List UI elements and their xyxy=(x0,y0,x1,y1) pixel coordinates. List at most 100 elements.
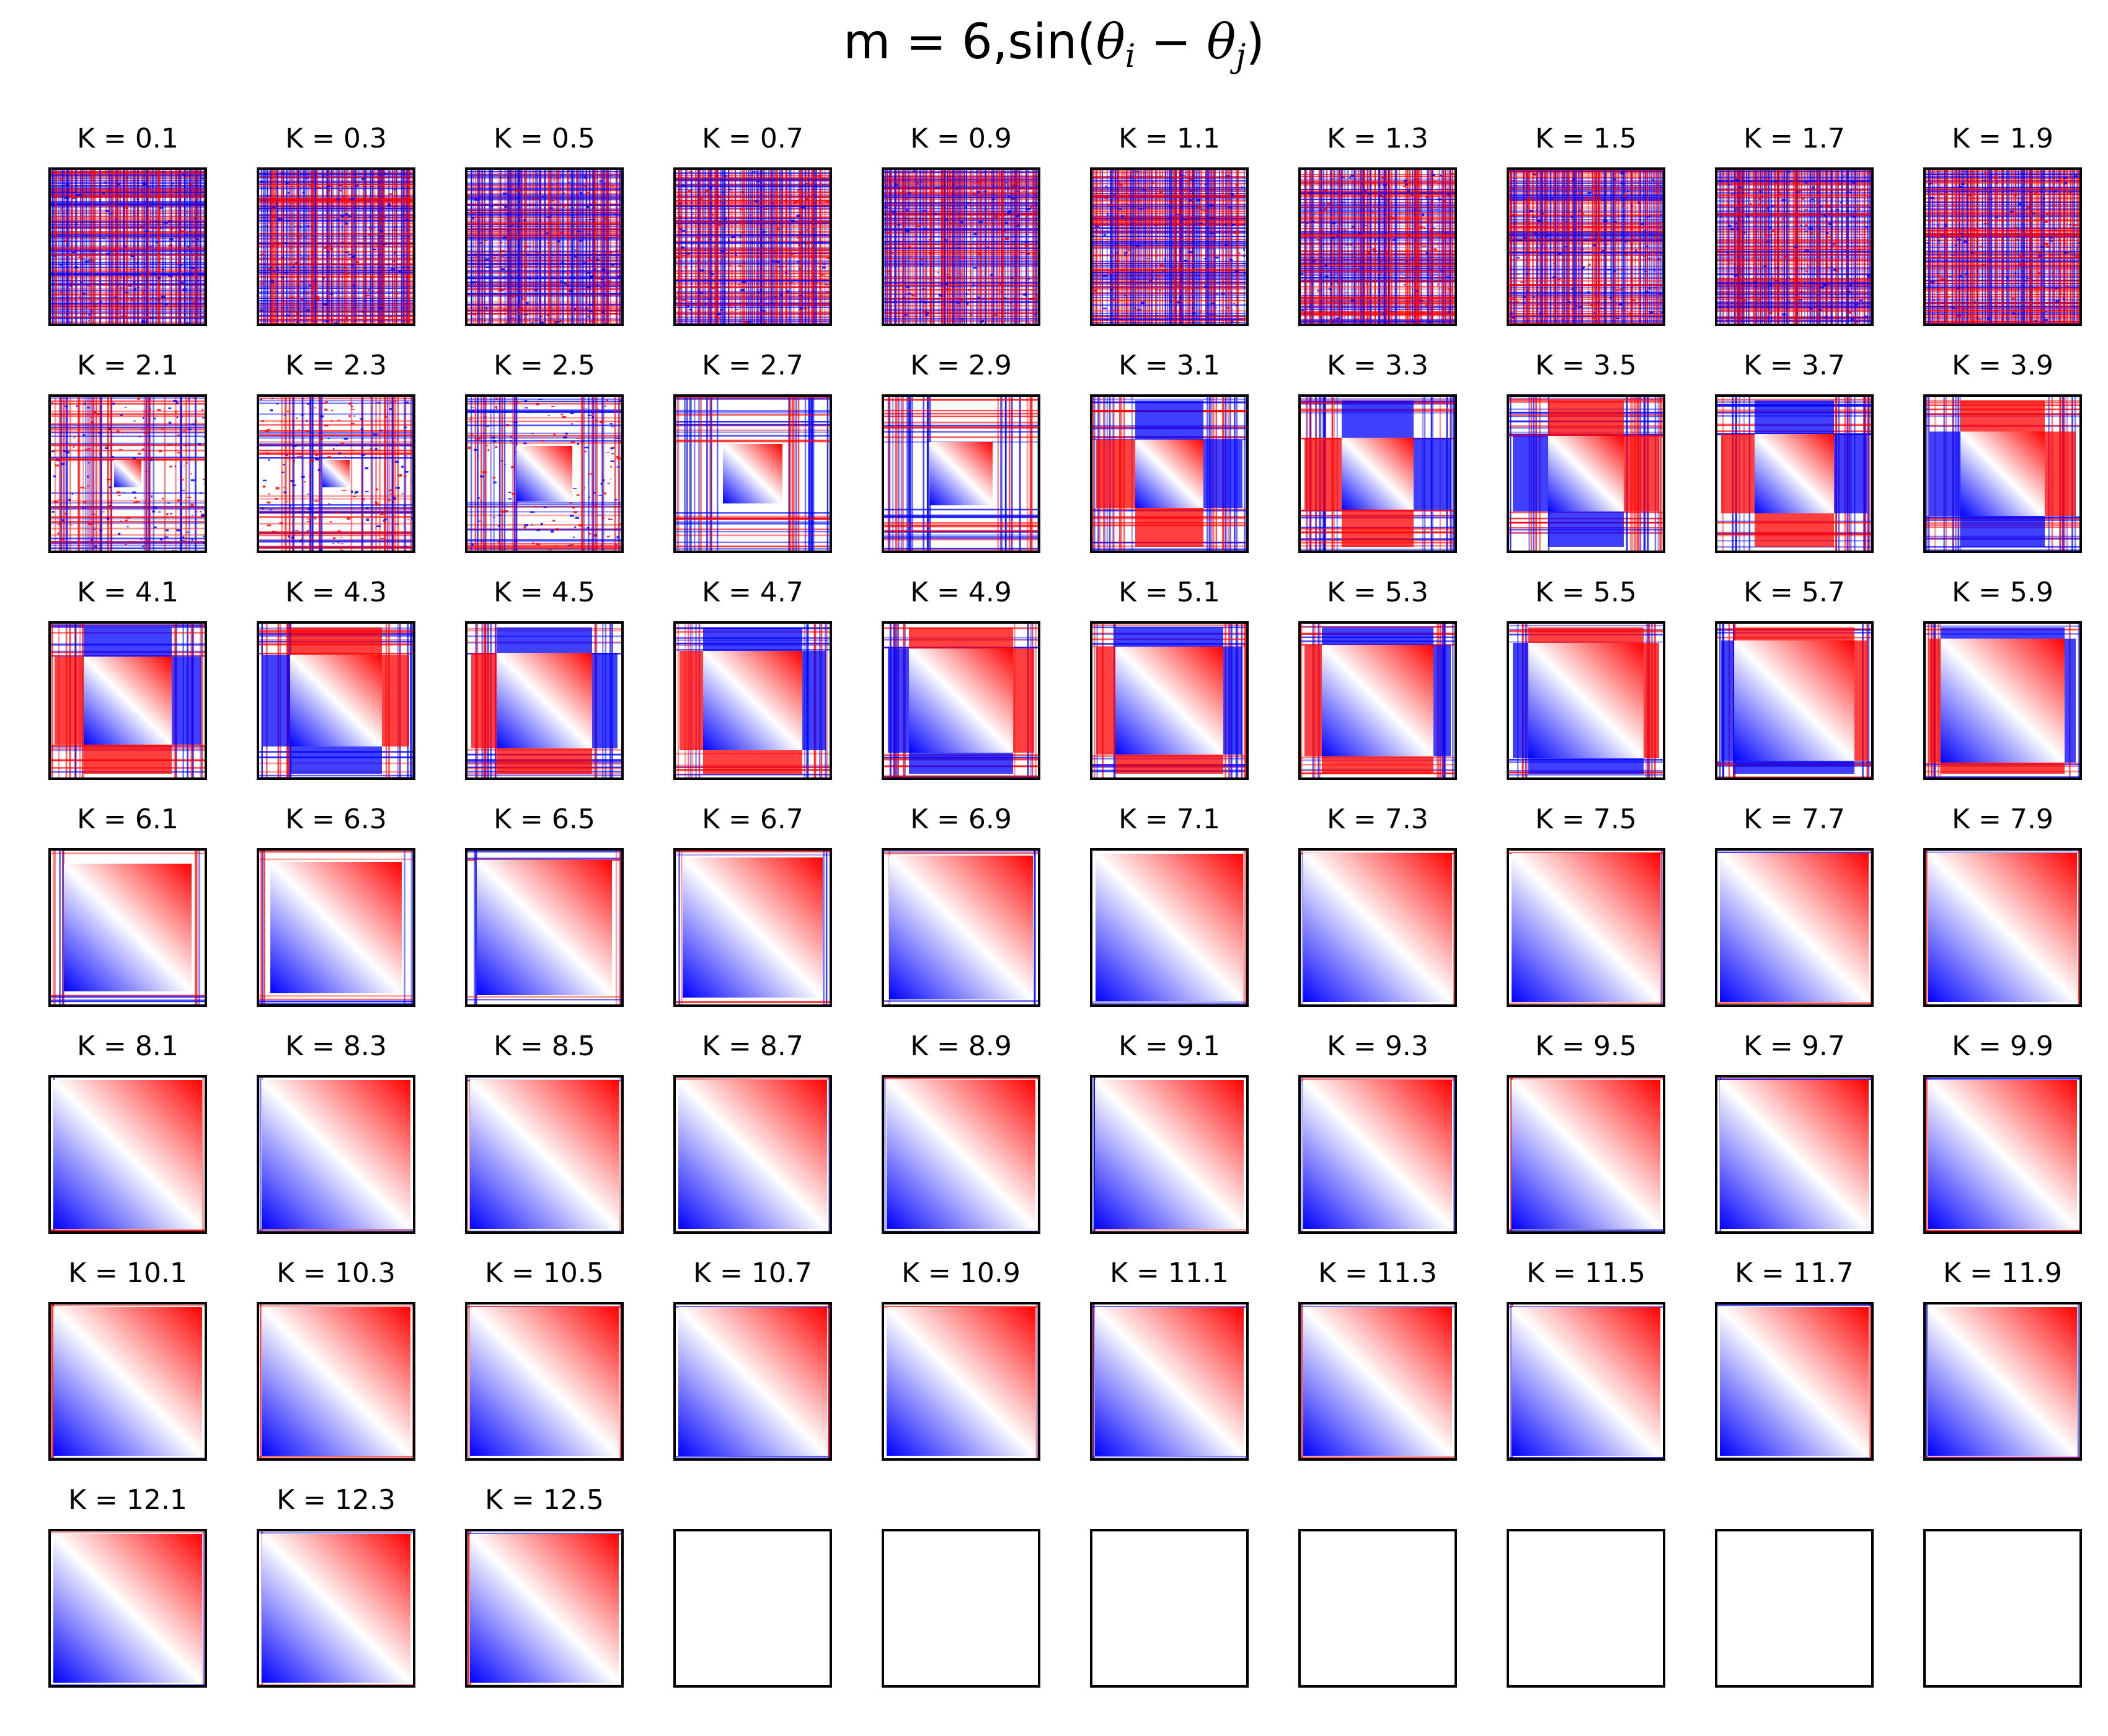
heatmap-speckle xyxy=(1526,199,1529,202)
heatmap-speckle xyxy=(720,250,724,252)
heatmap-row-band xyxy=(259,311,413,312)
heatmap-row-band xyxy=(676,253,830,254)
heatmap-speckle xyxy=(1931,299,1936,301)
heatmap-speckle xyxy=(132,227,134,228)
heatmap-row-band xyxy=(51,522,205,525)
heatmap-speckle xyxy=(1570,216,1573,219)
heatmap-speckle xyxy=(1596,284,1601,286)
heatmap-speckle xyxy=(1614,221,1617,223)
heatmap-speckle xyxy=(763,321,768,323)
heatmap-speckle xyxy=(1541,213,1544,215)
heatmap-speckle xyxy=(1149,278,1151,281)
heatmap-speckle xyxy=(1524,237,1526,239)
heatmap-column-band xyxy=(1391,170,1392,324)
heatmap-speckle xyxy=(805,242,810,245)
heatmap-row-band xyxy=(51,216,205,217)
heatmap-row-band xyxy=(1301,214,1455,216)
heatmap-speckle xyxy=(1644,230,1647,232)
heatmap-column-band xyxy=(1181,170,1183,324)
heatmap-row-band xyxy=(1509,233,1663,234)
heatmap-row-band xyxy=(1926,300,2079,301)
heatmap-column-band xyxy=(529,170,531,324)
heatmap-column-band xyxy=(1198,170,1200,324)
heatmap-column-band xyxy=(371,170,373,324)
heatmap-speckle xyxy=(745,177,748,178)
heatmap-row-band xyxy=(676,260,830,262)
heatmap-column-band xyxy=(964,170,965,324)
heatmap-row-band xyxy=(1717,288,1871,289)
heatmap-column-band xyxy=(1360,170,1361,324)
heatmap-row-band xyxy=(676,202,830,203)
heatmap-row-band xyxy=(51,213,205,214)
heatmap-speckle xyxy=(1155,289,1158,291)
heatmap-column-band xyxy=(950,170,952,324)
heatmap-column-band xyxy=(1326,170,1327,324)
heatmap-speckle xyxy=(1660,252,1663,254)
heatmap-speckle xyxy=(679,216,682,217)
heatmap-row-band xyxy=(884,232,1038,234)
heatmap-column-band xyxy=(1734,170,1736,324)
heatmap-row-band xyxy=(467,283,621,285)
heatmap-row-band xyxy=(51,257,205,259)
heatmap-speckle xyxy=(1011,197,1016,200)
heatmap-speckle xyxy=(978,252,982,255)
heatmap-row-band xyxy=(884,228,1038,230)
heatmap-row-band xyxy=(676,172,830,174)
heatmap-speckle xyxy=(159,450,162,453)
heatmap-speckle xyxy=(1767,207,1769,210)
heatmap-row-band xyxy=(51,194,205,195)
heatmap-speckle xyxy=(1597,196,1600,199)
heatmap-speckle xyxy=(176,416,179,418)
heatmap-column-band xyxy=(1189,170,1190,324)
heatmap-row-band xyxy=(1717,217,1871,218)
heatmap-speckle xyxy=(1865,226,1868,228)
heatmap-speckle xyxy=(515,237,519,239)
heatmap-column-band xyxy=(1375,170,1376,324)
heatmap-row-band xyxy=(1509,231,1663,232)
heatmap-column-band xyxy=(1092,170,1094,324)
heatmap-speckle xyxy=(2054,204,2057,207)
heatmap-speckle xyxy=(1176,285,1179,286)
heatmap-row-band xyxy=(1092,263,1246,264)
heatmap-column-band xyxy=(616,170,618,324)
heatmap-speckle xyxy=(1833,242,1836,246)
heatmap-row-band xyxy=(1926,234,2079,236)
heatmap-row-band xyxy=(884,172,1038,174)
heatmap-row-band xyxy=(1301,266,1455,268)
heatmap-column-band xyxy=(1115,170,1117,324)
heatmap-speckle xyxy=(126,192,129,193)
heatmap-column-band xyxy=(1776,170,1778,324)
heatmap-speckle xyxy=(1552,263,1556,264)
heatmap-row-band xyxy=(1509,291,1663,293)
heatmap-speckle xyxy=(202,409,203,412)
heatmap-row-band xyxy=(884,175,1038,177)
heatmap-speckle xyxy=(1753,281,1758,285)
heatmap-row-band xyxy=(1926,211,2079,213)
heatmap-speckle xyxy=(1826,205,1831,208)
heatmap-row-band xyxy=(51,304,205,306)
heatmap-speckle xyxy=(393,226,397,228)
heatmap-row-band xyxy=(259,244,413,246)
heatmap-speckle xyxy=(1736,228,1739,230)
heatmap-speckle xyxy=(905,293,908,295)
heatmap-column-band xyxy=(286,170,287,324)
heatmap-row-band xyxy=(1092,280,1246,282)
heatmap-speckle xyxy=(722,192,725,193)
heatmap-speckle xyxy=(750,208,753,210)
heatmap-speckle xyxy=(1835,213,1840,215)
heatmap-row-band xyxy=(884,219,1038,221)
heatmap-speckle xyxy=(289,247,292,249)
heatmap-speckle xyxy=(1383,184,1388,186)
heatmap-column-band xyxy=(1360,170,1362,324)
heatmap-speckle xyxy=(1728,288,1730,290)
heatmap-column-band xyxy=(1355,170,1357,324)
heatmap-speckle xyxy=(1239,252,1241,254)
heatmap-row-band xyxy=(884,177,1038,179)
heatmap-speckle xyxy=(1799,291,1804,293)
heatmap-row-band xyxy=(467,216,621,218)
heatmap-speckle xyxy=(588,203,592,206)
heatmap-column-band xyxy=(1540,170,1541,324)
heatmap-column-band xyxy=(1381,170,1383,324)
heatmap-column-band xyxy=(942,170,944,324)
heatmap-speckle xyxy=(967,202,970,205)
